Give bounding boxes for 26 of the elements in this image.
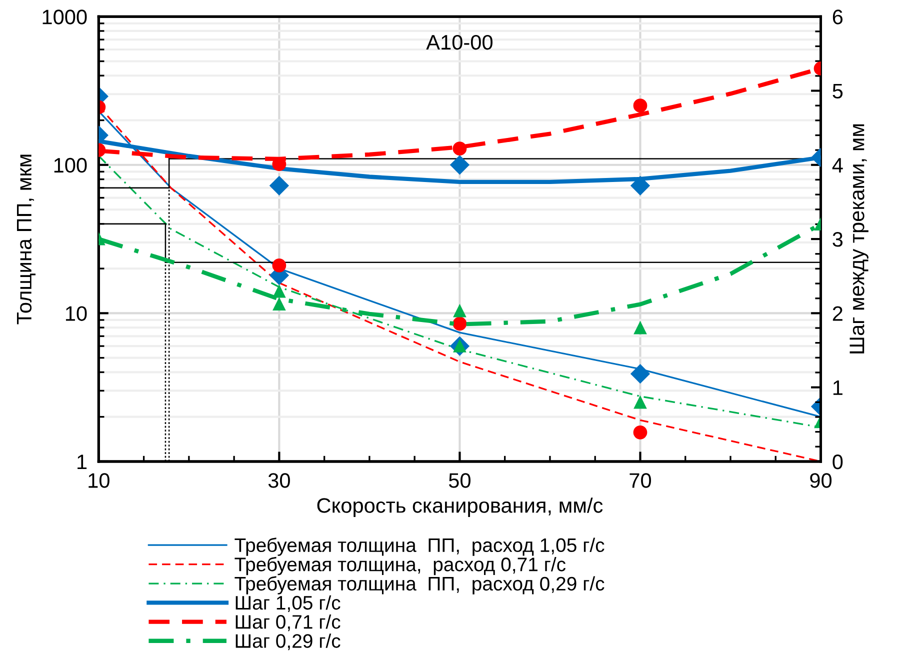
x-tick-label: 30: [268, 473, 290, 488]
y-tick-label: 100: [54, 158, 87, 173]
legend-label: Шаг 1,05 г/с: [236, 595, 340, 612]
legend-label: Шаг 0,29 г/с: [236, 634, 340, 650]
y2-axis-title: Шаг между треками, мм: [850, 124, 868, 354]
legend-label: Требуемая толщина ПП, расход 0,29 г/с: [234, 576, 604, 594]
x-tick-label: 70: [630, 473, 652, 488]
x-tick-label: 10: [88, 473, 110, 488]
y-tick-label: 1: [78, 454, 87, 470]
y2-tick-label: 1: [833, 380, 842, 395]
y-tick-label: 10: [66, 306, 87, 321]
y2-tick-label: 3: [832, 232, 843, 247]
y2-tick-label: 6: [832, 10, 843, 24]
legend-label: Требуемая толщина ПП, расход 1,05 г/с: [234, 538, 604, 556]
y2-tick-label: 0: [832, 454, 843, 470]
x-tick-label: 90: [810, 473, 832, 488]
legend-label: Шаг 0,71 г/с: [236, 614, 340, 632]
text: A10-00: [426, 34, 492, 50]
y2-tick-label: 2: [832, 306, 842, 321]
y2-tick-label: 4: [832, 158, 843, 172]
x-tick-label: 50: [448, 473, 470, 488]
y-axis-title: Толщина ПП, мкм: [17, 154, 36, 324]
y-tick-label: 1000: [42, 10, 87, 24]
x-axis-title: Скорость сканирования, мм/с: [317, 498, 603, 517]
legend-label: Требуемая толщина, расход 0,71 г/с: [234, 556, 566, 576]
y2-tick-label: 5: [832, 84, 843, 98]
